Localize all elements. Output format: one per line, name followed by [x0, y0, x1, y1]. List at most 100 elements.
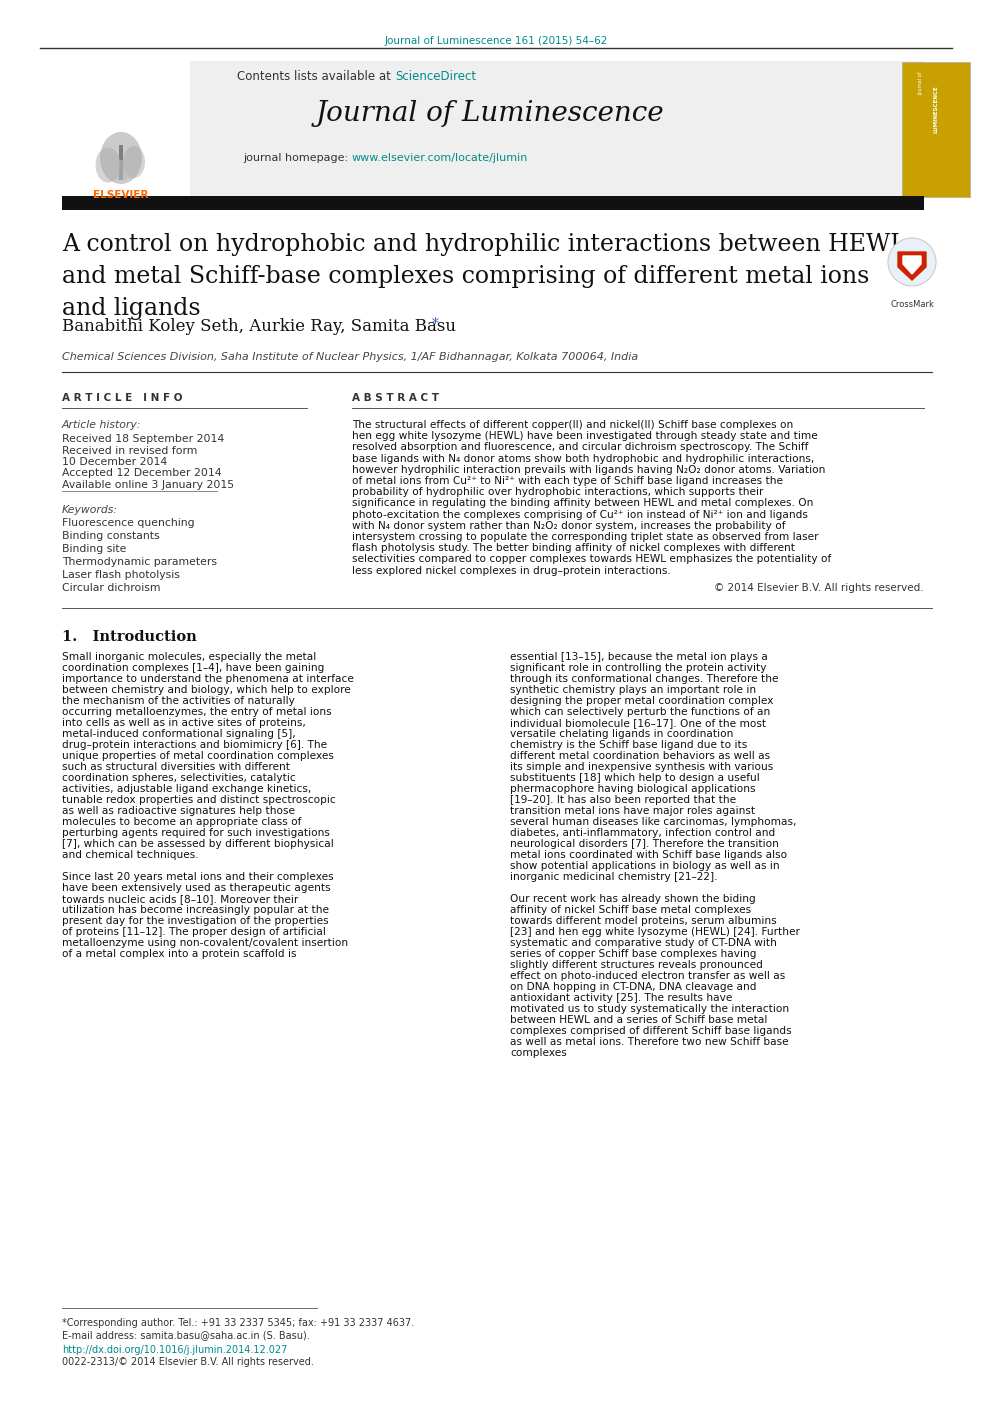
Text: hen egg white lysozyme (HEWL) have been investigated through steady state and ti: hen egg white lysozyme (HEWL) have been …: [352, 431, 817, 441]
Text: present day for the investigation of the properties: present day for the investigation of the…: [62, 916, 328, 926]
Text: intersystem crossing to populate the corresponding triplet state as observed fro: intersystem crossing to populate the cor…: [352, 532, 818, 542]
Text: Banabithi Koley Seth, Aurkie Ray, Samita Basu: Banabithi Koley Seth, Aurkie Ray, Samita…: [62, 318, 456, 335]
Text: Keywords:: Keywords:: [62, 505, 118, 515]
Text: *Corresponding author. Tel.: +91 33 2337 5345; fax: +91 33 2337 4637.: *Corresponding author. Tel.: +91 33 2337…: [62, 1317, 415, 1329]
Text: less explored nickel complexes in drug–protein interactions.: less explored nickel complexes in drug–p…: [352, 565, 671, 575]
Text: The structural effects of different copper(II) and nickel(II) Schiff base comple: The structural effects of different copp…: [352, 419, 794, 429]
Text: Received 18 September 2014: Received 18 September 2014: [62, 434, 224, 443]
Text: selectivities compared to copper complexes towards HEWL emphasizes the potential: selectivities compared to copper complex…: [352, 554, 831, 564]
Text: antioxidant activity [25]. The results have: antioxidant activity [25]. The results h…: [510, 993, 732, 1003]
Text: its simple and inexpensive synthesis with various: its simple and inexpensive synthesis wit…: [510, 762, 773, 772]
Text: of metal ions from Cu²⁺ to Ni²⁺ with each type of Schiff base ligand increases t: of metal ions from Cu²⁺ to Ni²⁺ with eac…: [352, 476, 783, 485]
Text: through its conformational changes. Therefore the: through its conformational changes. Ther…: [510, 673, 779, 683]
Text: 10 December 2014: 10 December 2014: [62, 457, 168, 467]
Text: affinity of nickel Schiff base metal complexes: affinity of nickel Schiff base metal com…: [510, 905, 751, 915]
Polygon shape: [903, 255, 921, 274]
Text: perturbing agents required for such investigations: perturbing agents required for such inve…: [62, 828, 330, 838]
Text: phermacophore having biological applications: phermacophore having biological applicat…: [510, 784, 756, 794]
Text: drug–protein interactions and biomimicry [6]. The: drug–protein interactions and biomimicry…: [62, 739, 327, 749]
Text: synthetic chemistry plays an important role in: synthetic chemistry plays an important r…: [510, 685, 756, 694]
Text: versatile chelating ligands in coordination: versatile chelating ligands in coordinat…: [510, 728, 733, 739]
Text: flash photolysis study. The better binding affinity of nickel complexes with dif: flash photolysis study. The better bindi…: [352, 543, 795, 553]
Text: coordination spheres, selectivities, catalytic: coordination spheres, selectivities, cat…: [62, 773, 296, 783]
Text: transition metal ions have major roles against: transition metal ions have major roles a…: [510, 805, 755, 815]
Text: Binding constants: Binding constants: [62, 530, 160, 542]
Text: towards different model proteins, serum albumins: towards different model proteins, serum …: [510, 916, 777, 926]
Text: Binding site: Binding site: [62, 544, 126, 554]
Text: 0022-2313/© 2014 Elsevier B.V. All rights reserved.: 0022-2313/© 2014 Elsevier B.V. All right…: [62, 1357, 313, 1367]
Text: occurring metalloenzymes, the entry of metal ions: occurring metalloenzymes, the entry of m…: [62, 707, 331, 717]
Text: and chemical techniques.: and chemical techniques.: [62, 850, 198, 860]
Text: on DNA hopping in CT-DNA, DNA cleavage and: on DNA hopping in CT-DNA, DNA cleavage a…: [510, 982, 757, 992]
Text: significance in regulating the binding affinity between HEWL and metal complexes: significance in regulating the binding a…: [352, 498, 813, 508]
Text: ELSEVIER: ELSEVIER: [93, 189, 149, 201]
Text: ScienceDirect: ScienceDirect: [395, 70, 476, 83]
Text: tunable redox properties and distinct spectroscopic: tunable redox properties and distinct sp…: [62, 796, 335, 805]
Text: neurological disorders [7]. Therefore the transition: neurological disorders [7]. Therefore th…: [510, 839, 779, 849]
Text: significant role in controlling the protein activity: significant role in controlling the prot…: [510, 662, 767, 673]
Text: Received in revised form: Received in revised form: [62, 446, 197, 456]
Text: journal homepage:: journal homepage:: [243, 153, 352, 163]
Ellipse shape: [95, 147, 120, 182]
Text: systematic and comparative study of CT-DNA with: systematic and comparative study of CT-D…: [510, 937, 777, 948]
Polygon shape: [898, 253, 926, 281]
Text: http://dx.doi.org/10.1016/j.jlumin.2014.12.027: http://dx.doi.org/10.1016/j.jlumin.2014.…: [62, 1345, 288, 1355]
Text: of proteins [11–12]. The proper design of artificial: of proteins [11–12]. The proper design o…: [62, 927, 326, 937]
Ellipse shape: [123, 146, 145, 178]
Text: Fluorescence quenching: Fluorescence quenching: [62, 518, 194, 528]
Text: series of copper Schiff base complexes having: series of copper Schiff base complexes h…: [510, 948, 757, 958]
Text: © 2014 Elsevier B.V. All rights reserved.: © 2014 Elsevier B.V. All rights reserved…: [714, 582, 924, 593]
Text: E-mail address: samita.basu@saha.ac.in (S. Basu).: E-mail address: samita.basu@saha.ac.in (…: [62, 1330, 310, 1340]
Text: the mechanism of the activities of naturally: the mechanism of the activities of natur…: [62, 696, 295, 706]
Text: Article history:: Article history:: [62, 419, 142, 429]
Text: Small inorganic molecules, especially the metal: Small inorganic molecules, especially th…: [62, 652, 316, 662]
Text: Circular dichroism: Circular dichroism: [62, 584, 161, 593]
Text: have been extensively used as therapeutic agents: have been extensively used as therapeuti…: [62, 882, 330, 892]
Text: 1.   Introduction: 1. Introduction: [62, 630, 196, 644]
Text: Accepted 12 December 2014: Accepted 12 December 2014: [62, 469, 221, 478]
Text: Since last 20 years metal ions and their complexes: Since last 20 years metal ions and their…: [62, 871, 333, 882]
Text: Journal of: Journal of: [919, 72, 924, 95]
Text: as well as radioactive signatures help those: as well as radioactive signatures help t…: [62, 805, 295, 815]
Text: effect on photo-induced electron transfer as well as: effect on photo-induced electron transfe…: [510, 971, 786, 981]
Text: show potential applications in biology as well as in: show potential applications in biology a…: [510, 861, 780, 871]
Text: Journal of Luminescence 161 (2015) 54–62: Journal of Luminescence 161 (2015) 54–62: [384, 36, 608, 46]
Text: metal ions coordinated with Schiff base ligands also: metal ions coordinated with Schiff base …: [510, 850, 787, 860]
Text: complexes comprised of different Schiff base ligands: complexes comprised of different Schiff …: [510, 1026, 792, 1035]
Text: with N₄ donor system rather than N₂O₂ donor system, increases the probability of: with N₄ donor system rather than N₂O₂ do…: [352, 521, 786, 530]
Circle shape: [888, 239, 936, 286]
Text: base ligands with N₄ donor atoms show both hydrophobic and hydrophilic interacti: base ligands with N₄ donor atoms show bo…: [352, 453, 814, 463]
Text: towards nucleic acids [8–10]. Moreover their: towards nucleic acids [8–10]. Moreover t…: [62, 894, 299, 904]
Text: A R T I C L E   I N F O: A R T I C L E I N F O: [62, 393, 183, 403]
Text: slightly different structures reveals pronounced: slightly different structures reveals pr…: [510, 960, 763, 969]
Bar: [62, 196, 924, 210]
Text: several human diseases like carcinomas, lymphomas,: several human diseases like carcinomas, …: [510, 817, 797, 826]
Text: diabetes, anti-inflammatory, infection control and: diabetes, anti-inflammatory, infection c…: [510, 828, 776, 838]
Text: between chemistry and biology, which help to explore: between chemistry and biology, which hel…: [62, 685, 351, 694]
Text: LUMINESCENCE: LUMINESCENCE: [933, 86, 938, 133]
Text: metal-induced conformational signaling [5],: metal-induced conformational signaling […: [62, 728, 296, 739]
Text: activities, adjustable ligand exchange kinetics,: activities, adjustable ligand exchange k…: [62, 784, 311, 794]
Bar: [62, 60, 190, 196]
Text: inorganic medicinal chemistry [21–22].: inorganic medicinal chemistry [21–22].: [510, 871, 717, 882]
Bar: [902, 62, 970, 196]
Text: individual biomolecule [16–17]. One of the most: individual biomolecule [16–17]. One of t…: [510, 718, 766, 728]
Text: resolved absorption and fluorescence, and circular dichroism spectroscopy. The S: resolved absorption and fluorescence, an…: [352, 442, 808, 452]
Text: Contents lists available at: Contents lists available at: [237, 70, 395, 83]
Text: A control on hydrophobic and hydrophilic interactions between HEWL: A control on hydrophobic and hydrophilic…: [62, 233, 906, 255]
Text: Chemical Sciences Division, Saha Institute of Nuclear Physics, 1/AF Bidhannagar,: Chemical Sciences Division, Saha Institu…: [62, 352, 638, 362]
Text: Journal of Luminescence: Journal of Luminescence: [315, 100, 665, 128]
Text: photo-excitation the complexes comprising of Cu²⁺ ion instead of Ni²⁺ ion and li: photo-excitation the complexes comprisin…: [352, 509, 807, 519]
Text: designing the proper metal coordination complex: designing the proper metal coordination …: [510, 696, 774, 706]
Text: Our recent work has already shown the biding: Our recent work has already shown the bi…: [510, 894, 756, 904]
Text: however hydrophilic interaction prevails with ligands having N₂O₂ donor atoms. V: however hydrophilic interaction prevails…: [352, 464, 825, 474]
Text: CrossMark: CrossMark: [890, 300, 933, 309]
Text: different metal coordination behaviors as well as: different metal coordination behaviors a…: [510, 751, 770, 760]
Text: probability of hydrophilic over hydrophobic interactions, which supports their: probability of hydrophilic over hydropho…: [352, 487, 764, 497]
Text: importance to understand the phenomena at interface: importance to understand the phenomena a…: [62, 673, 354, 683]
Ellipse shape: [106, 160, 136, 180]
Text: of a metal complex into a protein scaffold is: of a metal complex into a protein scaffo…: [62, 948, 297, 958]
Text: and ligands: and ligands: [62, 297, 200, 320]
Text: utilization has become increasingly popular at the: utilization has become increasingly popu…: [62, 905, 329, 915]
Text: into cells as well as in active sites of proteins,: into cells as well as in active sites of…: [62, 718, 306, 728]
